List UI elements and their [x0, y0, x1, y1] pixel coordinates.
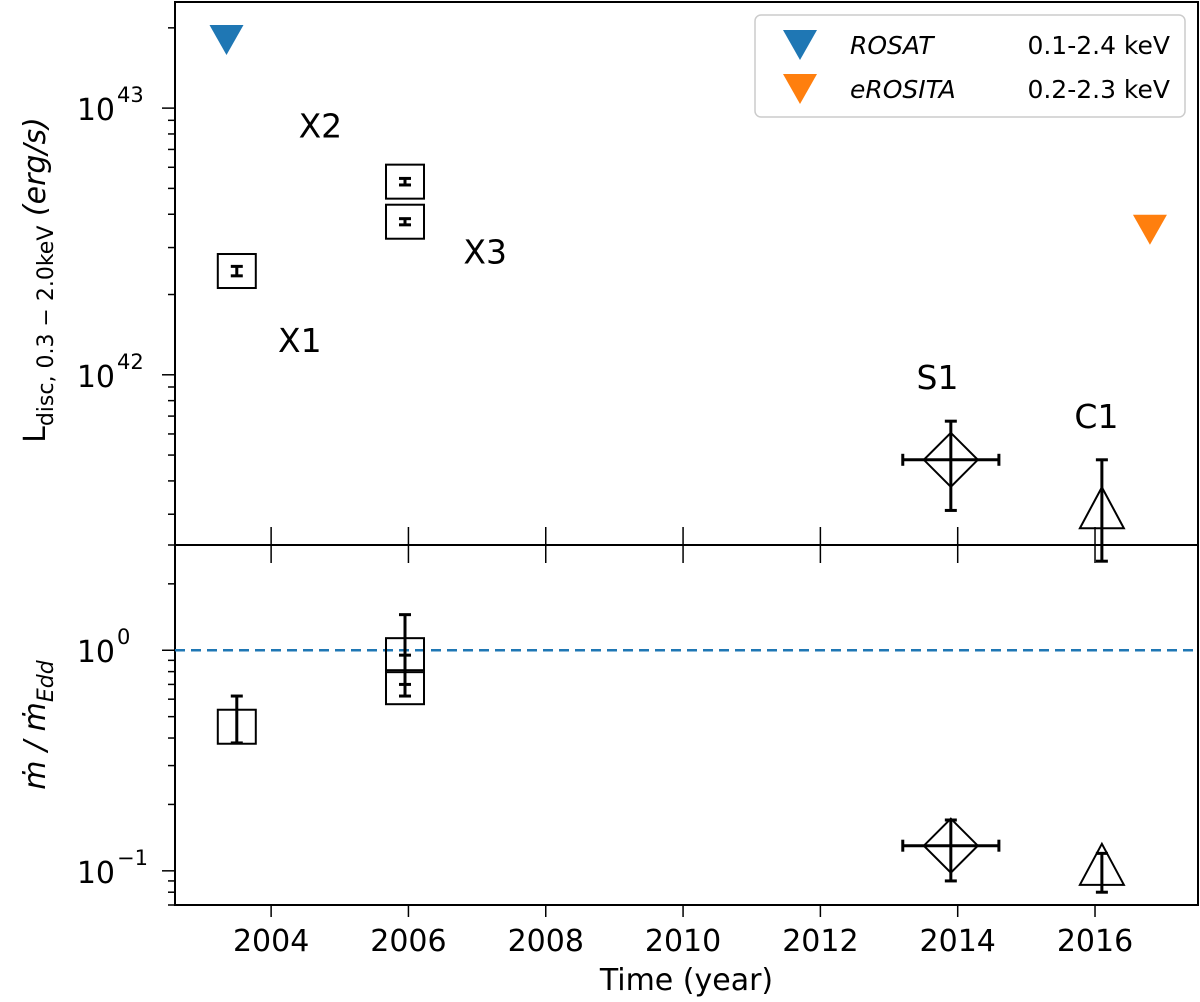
x-tick-label: 2004: [233, 924, 309, 959]
legend-band-rosat: 0.1-2.4 keV: [1027, 31, 1170, 60]
y-tick-exponent: 0: [117, 625, 130, 649]
top-ylabel: Ldisc, 0.3 − 2.0keV (erg/s): [18, 117, 59, 443]
y-tick-exponent: −1: [117, 846, 148, 870]
x-tick-label: 2012: [782, 924, 858, 959]
legend-label-erosita: eROSITA: [850, 75, 956, 104]
bottom-plot-frame: [174, 544, 1199, 906]
y-tick-exponent: 42: [117, 350, 144, 374]
legend-label-rosat: ROSAT: [850, 31, 935, 60]
bottom-ylabel: ṁ / ṁEdd: [18, 659, 59, 790]
top-point-x2-marker: [385, 163, 426, 200]
x-tick-label: 2006: [370, 924, 446, 959]
annotation-s1: S1: [917, 358, 959, 397]
annotation-c1: C1: [1074, 397, 1118, 436]
x-tick-label: 2014: [920, 924, 996, 959]
y-tick-label: 10: [77, 856, 115, 891]
legend: ROSAT 0.1-2.4 keV eROSITA 0.2-2.3 keV: [754, 14, 1186, 118]
y-tick-label: 10: [77, 635, 115, 670]
x-tick-label: 2010: [645, 924, 721, 959]
annotation-x1: X1: [278, 321, 322, 360]
legend-marker-rosat: [783, 30, 817, 60]
upper-limit-erosita: [1132, 214, 1167, 245]
x-axis-title: Time (year): [599, 963, 773, 998]
legend-band-erosita: 0.2-2.3 keV: [1027, 75, 1170, 104]
top-point-x3-marker: [385, 203, 426, 240]
upper-limit-rosat: [209, 25, 244, 56]
legend-marker-erosita: [783, 74, 817, 104]
x-tick-label: 2008: [508, 924, 584, 959]
y-tick-exponent: 43: [117, 83, 144, 107]
y-tick-label: 10: [77, 360, 115, 395]
x-tick-label: 2016: [1057, 924, 1133, 959]
annotation-x3: X3: [463, 232, 507, 271]
legend-box: [754, 14, 1186, 118]
annotation-x2: X2: [299, 107, 343, 146]
y-tick-label: 10: [77, 93, 115, 128]
top-point-x1-marker: [216, 253, 257, 290]
